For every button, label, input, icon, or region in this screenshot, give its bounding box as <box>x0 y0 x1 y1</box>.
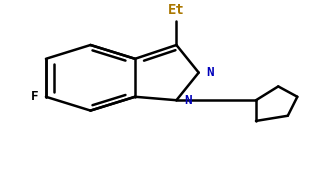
Text: N: N <box>184 94 192 107</box>
Text: N: N <box>207 66 214 79</box>
Text: Et: Et <box>168 3 185 17</box>
Text: F: F <box>30 90 38 103</box>
